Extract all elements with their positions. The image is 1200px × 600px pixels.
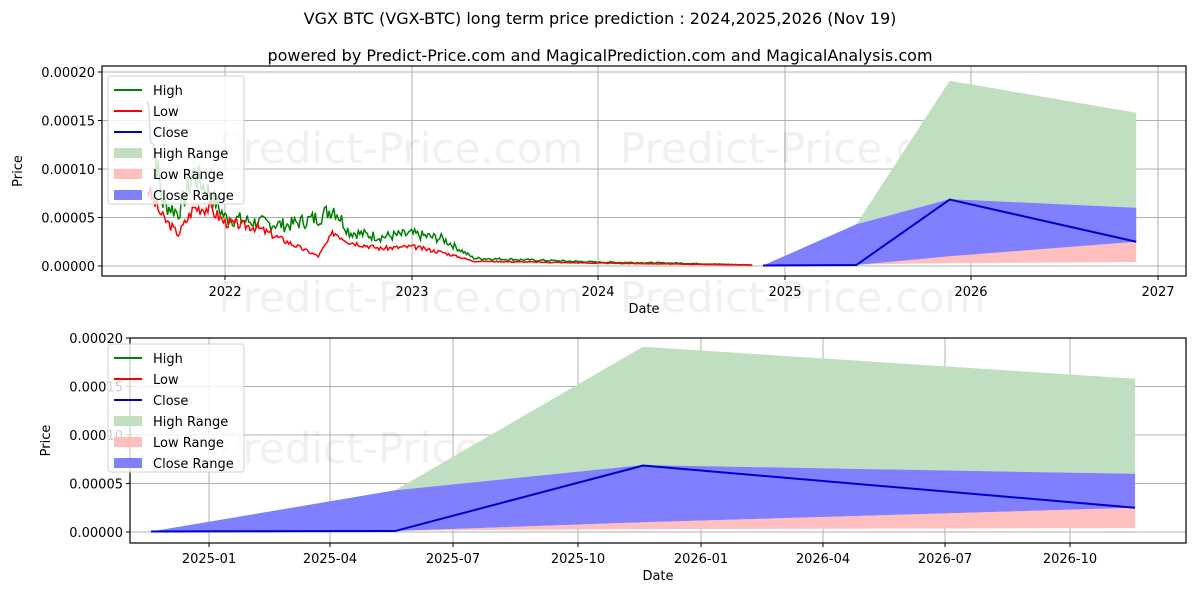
- legend-label: Close Range: [153, 457, 234, 472]
- legend-swatch-patch: [114, 190, 142, 200]
- y-tick-label: 0.00005: [41, 212, 95, 227]
- x-tick-label: 2026: [954, 285, 987, 300]
- y-tick-label: 0.00020: [41, 66, 95, 81]
- y-tick-label: 0.00020: [69, 332, 123, 347]
- x-tick-label: 2026-01: [674, 552, 728, 567]
- legend-label: Low Range: [153, 168, 224, 183]
- close-range-area: [151, 465, 1136, 532]
- legend-label: Low Range: [153, 436, 224, 451]
- x-tick-label: 2025-04: [303, 552, 357, 567]
- x-axis-label: Date: [642, 569, 673, 584]
- high-line: [146, 101, 753, 266]
- close-line: [151, 464, 1136, 533]
- legend-label: Low: [153, 105, 179, 120]
- close-line: [763, 198, 1137, 267]
- high-range-area: [151, 346, 1136, 532]
- legend-swatch-patch: [114, 416, 142, 426]
- x-tick-label: 2025-10: [551, 552, 605, 567]
- y-tick-label: 0.00015: [41, 115, 95, 130]
- watermark-text: Predict-Price.com: [218, 124, 583, 173]
- legend-swatch-patch: [114, 169, 142, 179]
- y-tick-label: 0.00005: [69, 478, 123, 493]
- legend-label: Close: [153, 126, 188, 141]
- close-range-area: [763, 199, 1137, 266]
- top-chart: 0.00000 0.00005 0.00010 0.00015 0.00020 2022 2…: [11, 65, 1187, 322]
- x-tick-label: 2026-10: [1043, 552, 1097, 567]
- chart-subtitle: powered by Predict-Price.com and Magical…: [267, 46, 933, 65]
- legend-swatch-patch: [114, 148, 142, 158]
- x-tick-label: 2027: [1141, 285, 1174, 300]
- axes-frame: [101, 65, 1187, 277]
- legend-swatch-patch: [114, 437, 142, 447]
- chart-title: VGX BTC (VGX-BTC) long term price predic…: [303, 9, 897, 28]
- legend-label: High: [153, 84, 183, 99]
- legend-label: Close: [153, 394, 188, 409]
- y-axis-label: Price: [11, 155, 26, 187]
- x-tick-label: 2024: [581, 285, 614, 300]
- x-tick-label: 2026-04: [796, 552, 850, 567]
- x-tick-label: 2025-07: [426, 552, 480, 567]
- legend-label: High Range: [153, 415, 228, 430]
- x-tick-label: 2022: [208, 285, 241, 300]
- low-line: [146, 186, 753, 266]
- bottom-chart: 0.000000.000050.000100.000150.000202025-…: [39, 332, 1187, 584]
- legend: High Low Close High Range Low Range Close Ran…: [107, 343, 245, 473]
- low-range-area: [763, 241, 1137, 266]
- legend-swatch-patch: [114, 458, 142, 468]
- x-axis-label: Date: [628, 302, 659, 317]
- watermark-text: Predict-Price.com: [218, 273, 583, 322]
- high-range-area: [763, 80, 1137, 266]
- legend-label: Close Range: [153, 189, 234, 204]
- y-tick-label: 0.00000: [69, 526, 123, 541]
- x-tick-label: 2023: [395, 285, 428, 300]
- y-tick-label: 0.00010: [41, 163, 95, 178]
- x-tick-label: 2025-01: [182, 552, 236, 567]
- legend-label: Low: [153, 373, 179, 388]
- y-tick-label: 0.00000: [41, 260, 95, 275]
- legend: High Low Close High Range Low Range Close Ran…: [107, 75, 245, 205]
- x-tick-label: 2025: [768, 285, 801, 300]
- x-tick-label: 2026-07: [918, 552, 972, 567]
- legend-label: High Range: [153, 147, 228, 162]
- low-range-area: [151, 507, 1136, 532]
- legend-label: High: [153, 352, 183, 367]
- watermark-text: Predict-Price.com: [620, 273, 985, 322]
- y-axis-label: Price: [39, 425, 54, 457]
